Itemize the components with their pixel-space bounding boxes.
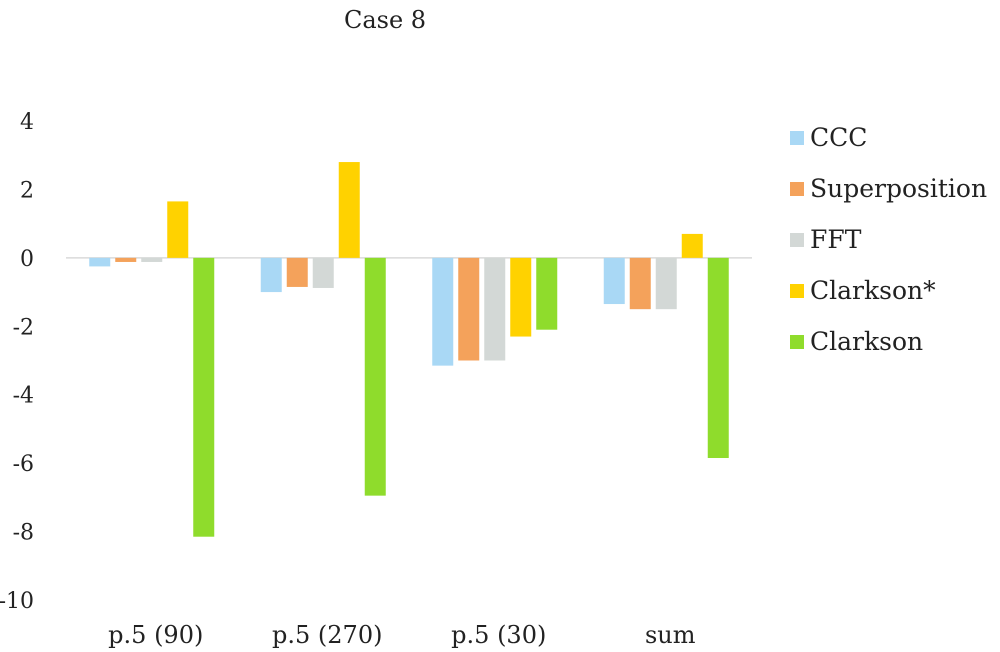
bar-clarkson-0 [193,257,215,537]
bar-superposition-3 [629,257,651,310]
bar-fft-1 [312,257,334,288]
bar-superposition-1 [286,257,308,287]
bar-ccc-3 [603,257,625,305]
y-axis-ticks: 4 2 0 -2 -4 -6 -8 -10 [0,110,34,614]
legend: CCC Superposition FFT Clarkson* Clarkson [790,112,1000,367]
legend-item: Superposition [790,163,1000,214]
legend-label: Clarkson [810,327,924,356]
legend-item: FFT [790,214,1000,265]
legend-item: CCC [790,112,1000,163]
y-tick-label: -4 [13,384,34,409]
legend-label: Clarkson* [810,276,936,305]
bar-superposition-2 [458,257,480,361]
bar-fft-0 [141,257,163,262]
legend-swatch [790,283,804,298]
x-category-label: sum [645,621,696,649]
legend-swatch [790,130,804,145]
y-tick-label: -8 [13,521,34,546]
bar-clarkson-2 [536,257,558,330]
bar-clarkson--1 [338,162,360,258]
bar-superposition-0 [115,257,137,262]
bar-clarkson-1 [364,257,386,496]
y-tick-label: 0 [20,247,34,272]
x-axis-labels: p.5 (90) p.5 (270) p.5 (30) sum [108,621,696,649]
bar-clarkson--2 [510,257,532,337]
bar-clarkson-3 [707,257,729,459]
y-tick-label: -2 [13,315,34,340]
x-category-label: p.5 (90) [108,621,203,649]
legend-item: Clarkson* [790,265,1000,316]
legend-swatch [790,334,804,349]
legend-label: CCC [810,123,868,152]
bar-ccc-2 [432,257,454,366]
bar-ccc-0 [89,257,111,267]
y-tick-label: -10 [0,589,34,614]
x-category-label: p.5 (270) [272,621,382,649]
bar-clarkson--0 [167,201,189,258]
y-tick-label: 4 [20,110,34,135]
y-tick-label: 2 [20,178,34,203]
bar-fft-2 [484,257,506,361]
legend-label: Superposition [810,174,988,203]
y-tick-label: -6 [13,452,34,477]
x-category-label: p.5 (30) [451,621,546,649]
legend-swatch [790,232,804,247]
legend-swatch [790,181,804,196]
bar-fft-3 [655,257,677,310]
legend-label: FFT [810,225,862,254]
chart-title: Case 8 [343,6,427,34]
legend-item: Clarkson [790,316,1000,367]
bars [89,162,729,537]
bar-clarkson--3 [681,233,703,258]
plot-area: 4 2 0 -2 -4 -6 -8 -10 p.5 (90) p.5 (270) p.5 (30)… [0,110,752,649]
bar-ccc-1 [260,257,282,293]
